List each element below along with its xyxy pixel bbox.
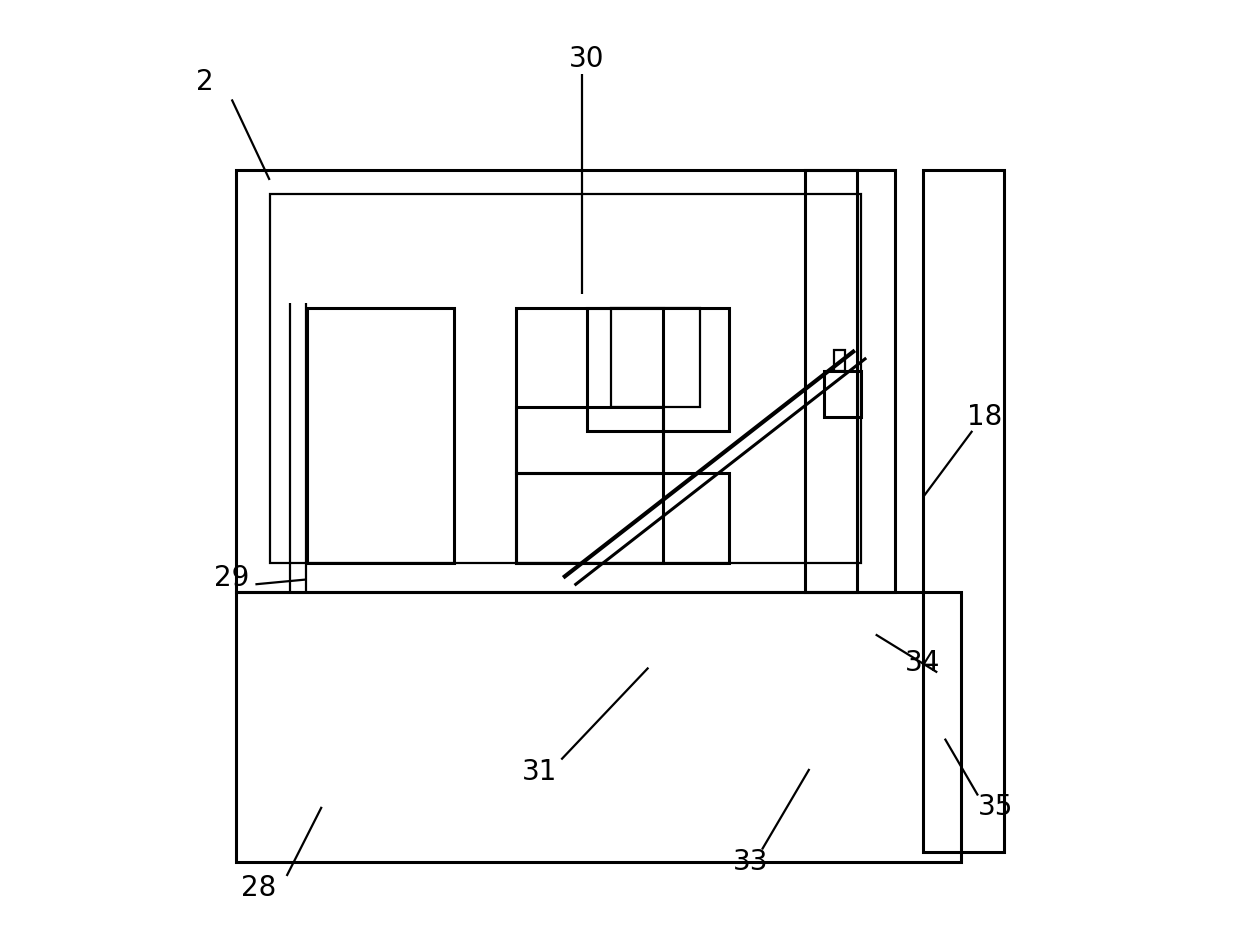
- Bar: [587, 308, 729, 431]
- Bar: [237, 170, 894, 592]
- Bar: [269, 194, 862, 563]
- Bar: [308, 308, 454, 563]
- Bar: [923, 170, 1003, 852]
- Bar: [516, 407, 662, 474]
- Text: 18: 18: [967, 402, 1002, 431]
- Text: 34: 34: [905, 649, 941, 677]
- Text: 35: 35: [978, 793, 1013, 821]
- Text: 31: 31: [522, 758, 557, 786]
- Bar: [610, 308, 701, 407]
- Bar: [516, 474, 729, 563]
- Text: 33: 33: [733, 848, 769, 876]
- Text: 29: 29: [215, 563, 249, 592]
- Bar: [237, 592, 961, 862]
- Bar: [835, 350, 846, 371]
- Bar: [516, 308, 662, 563]
- Text: 28: 28: [241, 874, 275, 902]
- Bar: [823, 371, 862, 417]
- Bar: [805, 170, 857, 592]
- Text: 30: 30: [569, 45, 605, 73]
- Text: 2: 2: [196, 68, 215, 97]
